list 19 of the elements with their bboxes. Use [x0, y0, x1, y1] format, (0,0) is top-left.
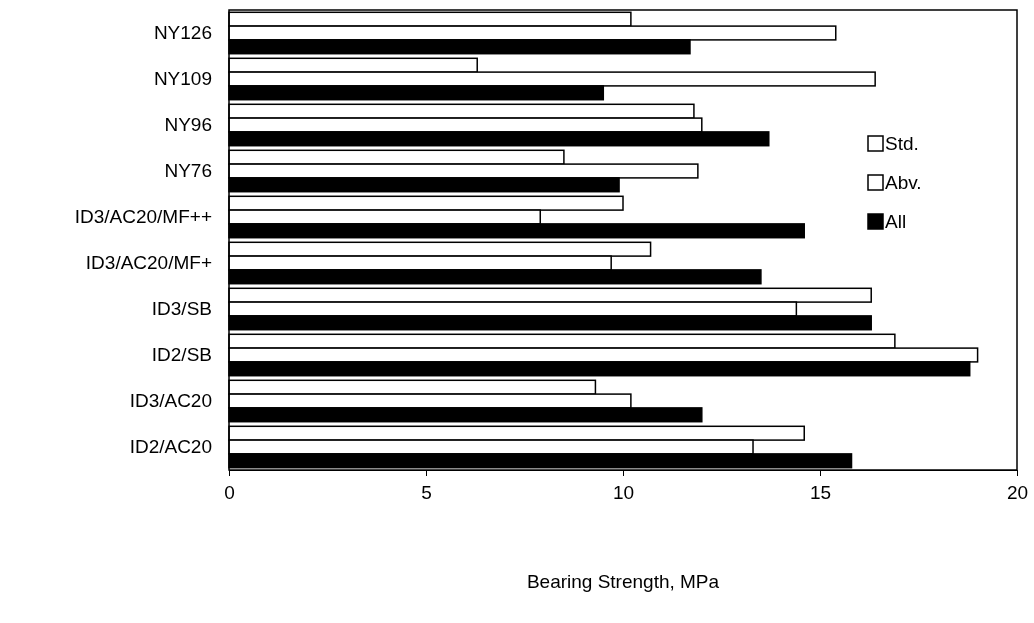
y-tick-label: NY109 [153, 68, 212, 90]
y-tick-label: ID3/AC20/MF+ [85, 252, 212, 274]
y-tick-label: ID3/AC20/MF++ [74, 206, 212, 228]
x-tick-label: 5 [421, 482, 432, 504]
y-tick-label: ID3/AC20 [129, 390, 212, 412]
y-tick-label: ID2/AC20 [129, 436, 212, 458]
legend-label: All [885, 211, 907, 232]
x-tick-label: 15 [809, 482, 832, 504]
y-tick-label: NY96 [164, 114, 212, 136]
x-axis-title: Bearing Strength, MPa [526, 571, 720, 592]
x-tick-label: 20 [1006, 482, 1029, 504]
legend-label: Abv. [885, 172, 922, 193]
y-tick-label: ID3/SB [151, 298, 212, 320]
x-tick-label: 0 [224, 482, 235, 504]
y-tick-label: NY76 [164, 160, 212, 182]
legend-label: Std. [885, 133, 919, 154]
y-tick-label: NY126 [153, 22, 212, 44]
y-tick-label: ID2/SB [151, 344, 212, 366]
x-tick-label: 10 [612, 482, 635, 504]
